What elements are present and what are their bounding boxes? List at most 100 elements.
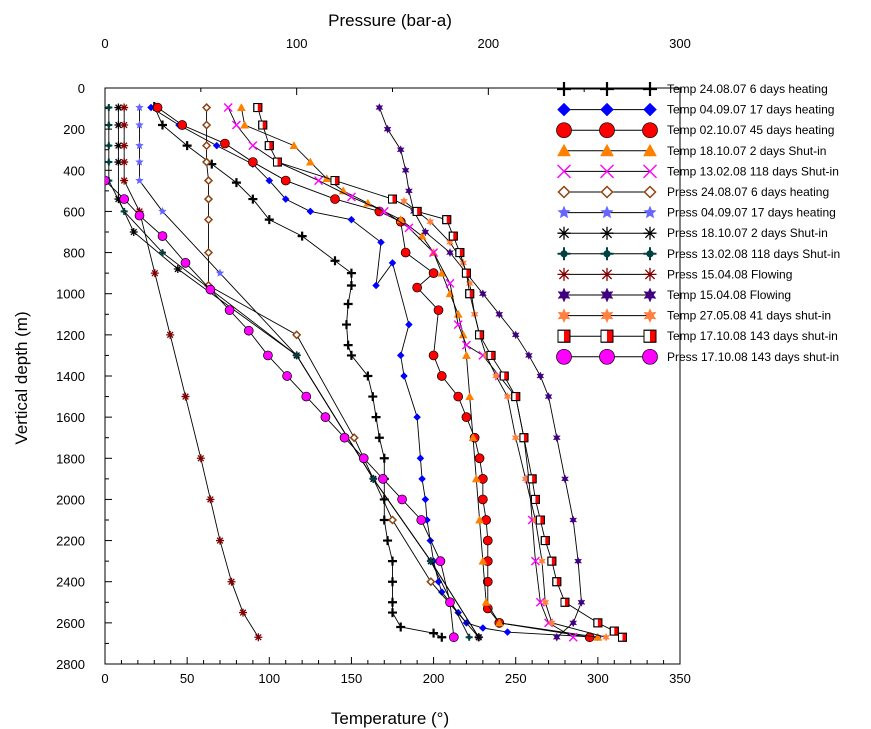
data-point [254, 633, 263, 642]
legend-marker [600, 287, 614, 303]
data-point [448, 231, 458, 241]
data-point [135, 141, 144, 150]
data-point [388, 259, 397, 267]
data-point [413, 413, 421, 421]
series-12 [253, 103, 627, 642]
data-point [224, 305, 235, 316]
data-point [157, 231, 168, 241]
data-point [569, 618, 578, 628]
data-point [243, 325, 254, 336]
data-point [495, 309, 504, 319]
legend-marker [643, 102, 657, 117]
series-0 [149, 102, 447, 642]
data-point [541, 597, 550, 607]
data-point [212, 141, 221, 150]
data-point [202, 141, 212, 151]
data-point [429, 248, 439, 258]
data-point [462, 350, 471, 359]
data-point [503, 392, 512, 402]
legend-marker [556, 348, 572, 365]
data-point [289, 141, 299, 150]
data-point [446, 248, 454, 258]
data-point [492, 371, 500, 381]
data-point [378, 474, 388, 484]
data-point [396, 351, 405, 360]
data-point [524, 350, 533, 360]
data-point [305, 157, 315, 166]
data-point [453, 320, 463, 330]
data-point [474, 633, 483, 642]
data-point [418, 475, 426, 483]
data-point [461, 340, 471, 350]
data-point [400, 247, 411, 258]
x2-tick-label: 200 [477, 36, 499, 51]
data-point [478, 556, 488, 565]
data-point [474, 453, 485, 464]
data-point [320, 412, 331, 422]
legend-marker [599, 348, 615, 365]
data-point [445, 597, 455, 608]
data-point [203, 248, 214, 258]
data-point [372, 281, 380, 290]
legend-item: Press 13.02.08 118 days Shut-in [557, 247, 840, 261]
data-point [530, 494, 540, 504]
data-point [547, 556, 557, 566]
legend-marker [643, 247, 657, 261]
legend-label: Temp 18.10.07 2 days Shut-in [667, 144, 826, 158]
data-point [231, 178, 241, 188]
data-point [346, 280, 356, 290]
data-point [120, 207, 128, 215]
legend-marker [557, 329, 571, 343]
data-point [346, 192, 356, 202]
data-point [114, 141, 123, 150]
data-point [437, 268, 447, 277]
series-line [403, 200, 607, 638]
data-point [465, 278, 474, 288]
legend-label: Temp 15.04.08 Flowing [667, 288, 791, 302]
legend-marker [557, 82, 571, 96]
legend-label: Press 17.10.08 143 days shut-in [667, 350, 839, 364]
data-point [346, 350, 356, 360]
data-point [593, 632, 603, 641]
data-point [375, 103, 384, 113]
data-point [248, 141, 258, 151]
data-point [265, 176, 274, 185]
series-line [227, 107, 574, 638]
legend-item: Temp 15.04.08 Flowing [557, 287, 791, 303]
data-point [292, 330, 302, 340]
series-11 [400, 196, 610, 642]
data-point [263, 350, 273, 361]
data-point [349, 433, 359, 443]
data-point [202, 120, 212, 130]
legend-marker [643, 205, 657, 219]
data-point [377, 238, 385, 247]
series-1 [147, 103, 602, 642]
data-point [387, 515, 398, 525]
data-point [536, 371, 545, 381]
data-point [129, 228, 138, 236]
data-point [346, 268, 356, 278]
data-point [461, 412, 472, 422]
data-point [540, 536, 550, 546]
data-point [216, 536, 224, 545]
legend-item: Temp 02.10.07 45 days heating [556, 122, 834, 139]
series-9 [120, 103, 263, 642]
legend-marker [643, 82, 657, 96]
data-point [404, 223, 414, 233]
legend-marker [556, 122, 572, 139]
legend-marker [557, 308, 571, 324]
data-point [426, 217, 435, 227]
data-point [297, 231, 307, 241]
data-point [602, 632, 610, 642]
legend-label: Press 04.09.07 17 days heating [667, 206, 836, 220]
legend-item: Press 17.10.08 143 days shut-in [556, 348, 839, 365]
data-point [177, 120, 188, 130]
data-point [401, 165, 410, 175]
legend-marker [600, 102, 614, 117]
data-point [468, 433, 478, 442]
y-tick-label: 200 [63, 122, 85, 137]
data-point [330, 176, 340, 186]
data-point [405, 186, 413, 196]
legend-marker [643, 185, 657, 199]
data-point [396, 622, 406, 632]
